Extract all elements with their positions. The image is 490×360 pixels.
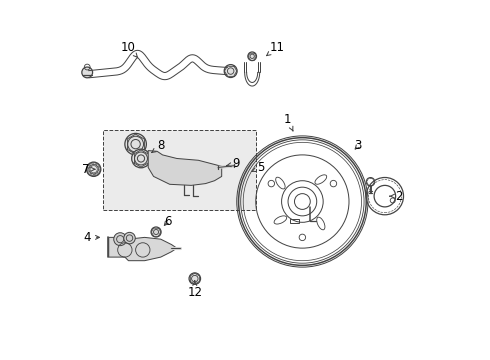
Text: 10: 10 (121, 41, 137, 57)
Text: 12: 12 (187, 281, 202, 300)
Circle shape (114, 233, 126, 246)
Text: 11: 11 (267, 41, 285, 56)
Text: 5: 5 (252, 161, 265, 174)
Text: 9: 9 (227, 157, 240, 170)
Text: 3: 3 (354, 139, 362, 152)
Circle shape (151, 227, 161, 237)
Text: 1: 1 (284, 113, 293, 131)
Text: 4: 4 (83, 231, 99, 244)
Circle shape (124, 232, 135, 244)
Polygon shape (148, 150, 221, 185)
Text: 6: 6 (164, 215, 171, 228)
Circle shape (87, 162, 101, 176)
Circle shape (132, 149, 150, 168)
Circle shape (224, 64, 237, 77)
Circle shape (82, 67, 93, 78)
Polygon shape (109, 237, 177, 261)
Circle shape (248, 52, 256, 60)
Bar (103, 130, 256, 211)
Circle shape (189, 273, 200, 284)
Text: 7: 7 (82, 163, 95, 176)
Text: 2: 2 (390, 190, 403, 203)
Circle shape (125, 134, 147, 155)
Text: 8: 8 (152, 139, 165, 153)
Bar (290, 219, 299, 223)
